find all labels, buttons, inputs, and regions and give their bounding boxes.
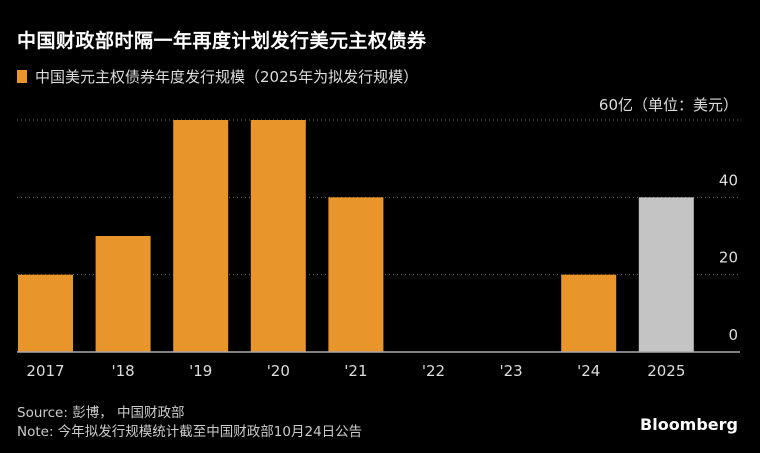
x-tick-label: '23	[499, 362, 522, 380]
y-tick-label: 40	[719, 171, 738, 189]
x-tick-label: '20	[267, 362, 290, 380]
y-tick-label: 60亿（单位：美元）	[599, 96, 738, 114]
legend: 中国美元主权债券年度发行规模（2025年为拟发行规模）	[17, 66, 418, 87]
bar	[638, 197, 694, 352]
bar	[328, 197, 384, 352]
y-tick-label: 20	[719, 249, 738, 267]
x-tick-label: '22	[422, 362, 445, 380]
y-tick-label: 0	[728, 326, 738, 344]
chart-title: 中国财政部时隔一年再度计划发行美元主权债券	[17, 30, 427, 52]
footnote: Note: 今年拟发行规模统计截至中国财政部10月24日公告	[17, 424, 363, 440]
x-tick-label: '19	[189, 362, 212, 380]
legend-label: 中国美元主权债券年度发行规模（2025年为拟发行规模）	[35, 68, 419, 86]
x-tick-label: '21	[344, 362, 367, 380]
bar	[561, 274, 617, 352]
x-tick-label: 2025	[647, 362, 685, 380]
x-tick-label: '18	[111, 362, 134, 380]
bar	[173, 120, 229, 352]
bar	[95, 236, 151, 352]
bloomberg-logo: Bloomberg	[640, 415, 738, 434]
bar	[250, 120, 306, 352]
x-tick-label: '24	[577, 362, 600, 380]
legend-swatch	[17, 70, 27, 83]
source-note: Source: 彭博， 中国财政部	[17, 405, 185, 421]
bar	[18, 274, 73, 352]
x-tick-label: 2017	[26, 362, 64, 380]
